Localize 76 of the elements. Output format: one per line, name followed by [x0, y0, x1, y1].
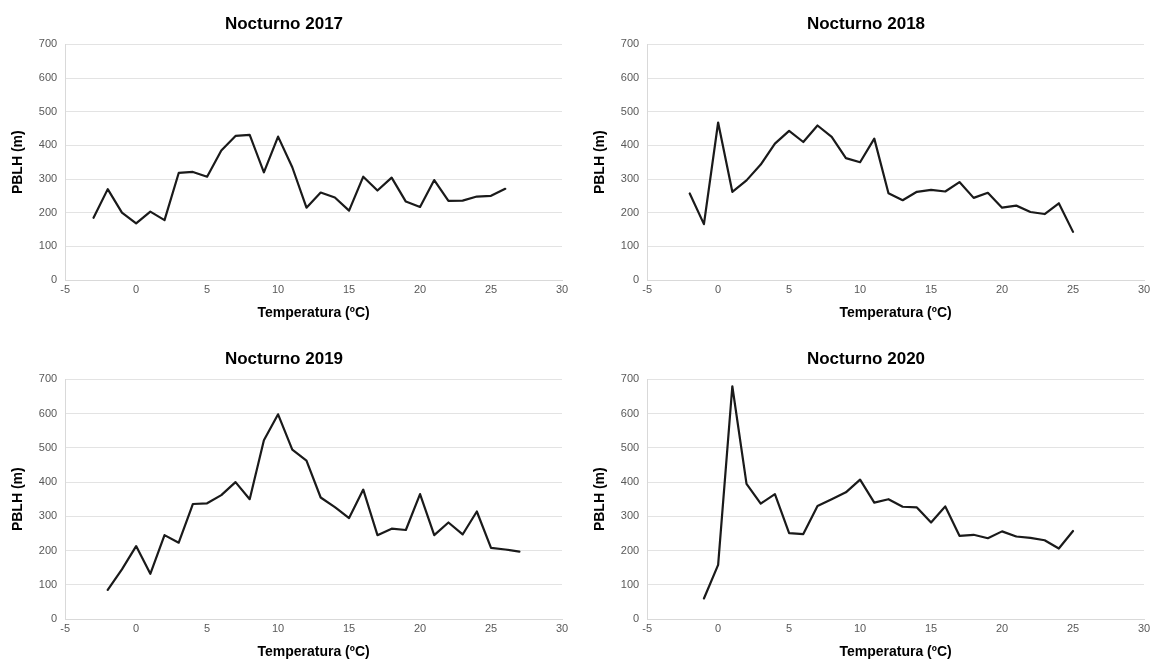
- x-tick-label: 10: [853, 621, 867, 634]
- y-axis-title: PBLH (m): [591, 467, 608, 532]
- y-tick-label: 400: [620, 138, 640, 151]
- y-tick-label: 100: [38, 239, 58, 252]
- x-tick-label: 10: [271, 282, 285, 295]
- x-tick-label: 5: [204, 282, 211, 295]
- y-tick-label: 0: [51, 612, 58, 625]
- y-tick-label: 300: [38, 509, 58, 522]
- x-tick-label: 30: [555, 621, 569, 634]
- x-tick-label: 30: [555, 282, 569, 295]
- y-axis-title: PBLH (m): [591, 130, 608, 195]
- y-tick-label: 700: [38, 372, 58, 385]
- x-tick-label: 20: [413, 282, 427, 295]
- x-axis-title: Temperatura (ºC): [257, 304, 370, 321]
- y-tick-label: 100: [620, 239, 640, 252]
- x-tick-label: 30: [1137, 621, 1151, 634]
- x-tick-label: 0: [133, 282, 140, 295]
- y-tick-label: 200: [620, 205, 640, 218]
- y-tick-label: 600: [620, 406, 640, 419]
- x-tick-label: 20: [995, 282, 1009, 295]
- y-tick-label: 600: [38, 71, 58, 84]
- x-tick-label: 5: [204, 621, 211, 634]
- y-tick-label: 100: [620, 577, 640, 590]
- y-axis-title: PBLH (m): [9, 130, 26, 195]
- x-tick-label: -5: [642, 621, 653, 634]
- x-tick-label: -5: [60, 282, 71, 295]
- x-tick-label: 0: [715, 621, 722, 634]
- y-tick-label: 300: [620, 509, 640, 522]
- x-axis-title: Temperatura (ºC): [257, 643, 370, 660]
- y-tick-label: 500: [38, 440, 58, 453]
- y-tick-label: 200: [38, 543, 58, 556]
- y-tick-label: 0: [633, 273, 640, 286]
- x-tick-label: 30: [1137, 282, 1151, 295]
- y-tick-label: 400: [38, 138, 58, 151]
- x-tick-label: -5: [642, 282, 653, 295]
- x-tick-label: 0: [715, 282, 722, 295]
- x-axis-title: Temperatura (ºC): [839, 304, 952, 321]
- y-tick-label: 700: [38, 37, 58, 50]
- chart-title: Nocturno 2019: [224, 348, 344, 368]
- x-tick-label: 25: [1066, 282, 1080, 295]
- y-tick-label: 400: [38, 475, 58, 488]
- chart-title: Nocturno 2018: [806, 13, 926, 33]
- x-tick-label: 20: [413, 621, 427, 634]
- x-tick-label: 10: [271, 621, 285, 634]
- x-tick-label: 15: [342, 282, 356, 295]
- y-tick-label: 300: [38, 172, 58, 185]
- x-tick-label: 5: [786, 282, 793, 295]
- y-tick-label: 0: [51, 273, 58, 286]
- x-axis-title: Temperatura (ºC): [839, 643, 952, 660]
- chart-title: Nocturno 2017: [224, 13, 344, 33]
- x-tick-label: 25: [484, 282, 498, 295]
- x-tick-label: 15: [924, 282, 938, 295]
- chart-title: Nocturno 2020: [806, 348, 926, 368]
- y-tick-label: 700: [620, 37, 640, 50]
- y-tick-label: 500: [38, 104, 58, 117]
- y-tick-label: 200: [620, 543, 640, 556]
- y-tick-label: 200: [38, 205, 58, 218]
- y-tick-label: 300: [620, 172, 640, 185]
- x-tick-label: 20: [995, 621, 1009, 634]
- y-tick-label: 100: [38, 577, 58, 590]
- x-tick-label: 10: [853, 282, 867, 295]
- y-axis-title: PBLH (m): [9, 467, 26, 532]
- y-tick-label: 600: [38, 406, 58, 419]
- x-tick-label: 15: [924, 621, 938, 634]
- x-tick-label: 0: [133, 621, 140, 634]
- x-tick-label: -5: [60, 621, 71, 634]
- x-tick-label: 15: [342, 621, 356, 634]
- y-tick-label: 700: [620, 372, 640, 385]
- y-tick-label: 400: [620, 475, 640, 488]
- y-tick-label: 500: [620, 104, 640, 117]
- y-tick-label: 500: [620, 440, 640, 453]
- x-tick-label: 5: [786, 621, 793, 634]
- x-tick-label: 25: [1066, 621, 1080, 634]
- x-tick-label: 25: [484, 621, 498, 634]
- y-tick-label: 600: [620, 71, 640, 84]
- y-tick-label: 0: [633, 612, 640, 625]
